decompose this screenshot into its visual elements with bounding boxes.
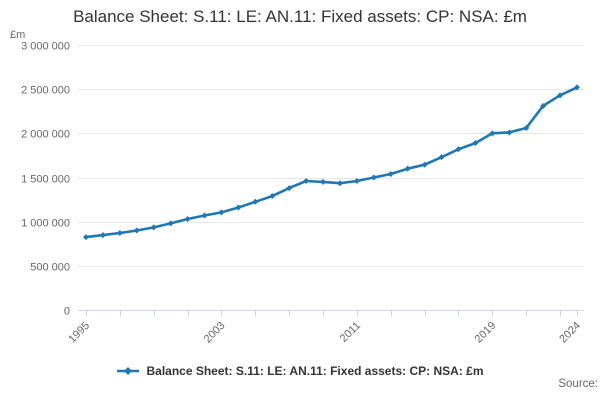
series-point-marker — [472, 140, 479, 147]
chart-title: Balance Sheet: S.11: LE: AN.11: Fixed as… — [73, 7, 527, 26]
y-axis-tick-label: 500 000 — [30, 262, 70, 274]
source-text: Source: — [558, 378, 598, 390]
y-axis-tick-label: 1 000 000 — [21, 218, 70, 230]
x-axis-tick-label: 2024 — [557, 320, 583, 346]
series-point-marker — [99, 232, 106, 239]
x-axis-tick-label: 1995 — [66, 320, 92, 346]
legend-label: Balance Sheet: S.11: LE: AN.11: Fixed as… — [146, 364, 484, 378]
series-point-marker — [336, 180, 343, 187]
y-axis-unit-label: £m — [10, 29, 25, 41]
y-axis-tick-label: 1 500 000 — [21, 174, 70, 186]
series-point-marker — [438, 154, 445, 161]
series-point-marker — [116, 229, 123, 236]
legend[interactable]: Balance Sheet: S.11: LE: AN.11: Fixed as… — [0, 364, 600, 378]
series-point-marker — [235, 204, 242, 211]
series-point-marker — [557, 92, 564, 99]
series-point-marker — [269, 193, 276, 200]
series-point-marker — [506, 129, 513, 136]
series-point-marker — [167, 220, 174, 227]
x-axis-tick-label: 2019 — [473, 320, 499, 346]
series-point-marker — [540, 102, 547, 109]
series-point-marker — [404, 165, 411, 172]
series-point-marker — [574, 84, 580, 91]
y-axis-tick-label: 0 — [64, 306, 70, 318]
series-point-marker — [218, 209, 225, 216]
legend-line-marker — [116, 366, 140, 376]
series-point-marker — [455, 146, 462, 153]
y-axis-tick-label: 2 500 000 — [21, 85, 70, 97]
series-point-marker — [523, 125, 530, 132]
series-point-marker — [133, 227, 140, 234]
x-axis-tick-label: 2003 — [202, 320, 228, 346]
series-point-marker — [421, 161, 428, 168]
series-point-marker — [83, 234, 89, 241]
series-point-marker — [201, 212, 208, 219]
series-point-marker — [184, 216, 191, 223]
series-point-marker — [387, 170, 394, 177]
series-point-marker — [150, 224, 157, 231]
series-point-marker — [286, 185, 293, 192]
y-axis-tick-label: 2 000 000 — [21, 129, 70, 141]
x-axis-tick-label: 2011 — [338, 320, 363, 345]
series-line — [84, 86, 579, 239]
line-chart-plot[interactable]: 0 500 000 1 000 000 1 500 000 2 000 000 2 500… — [0, 25, 600, 361]
series-point-marker — [320, 178, 327, 185]
series-point-marker — [489, 130, 496, 137]
y-axis-tick-label: 3 000 000 — [21, 41, 70, 53]
legend-marker-icon — [117, 367, 140, 375]
series-point-marker — [252, 198, 259, 205]
series-point-marker — [303, 178, 310, 185]
series-point-marker — [370, 174, 377, 181]
series-point-marker — [353, 178, 360, 185]
